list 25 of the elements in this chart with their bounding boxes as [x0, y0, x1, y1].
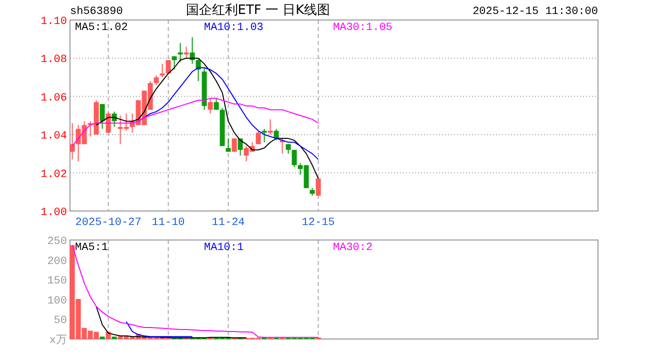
y-tick-label: 1.00 [40, 207, 67, 219]
y-tick-label: 100 [47, 295, 67, 308]
text: MA10:1 [204, 242, 244, 254]
text: sh563890 [70, 6, 123, 18]
x-tick-label: 2025-10-27 [75, 217, 142, 229]
y-tick-label: 50 [54, 315, 67, 328]
y-tick-label: 1.08 [40, 54, 67, 66]
y-tick-label: 250 [47, 236, 67, 248]
text: MA30:2 [333, 242, 373, 254]
x-tick-label: 11-10 [152, 217, 185, 229]
x-tick-label: 11-24 [212, 217, 246, 229]
y-tick-label: 1.10 [40, 16, 67, 28]
y-tick-label: 150 [47, 276, 67, 288]
text: MA5:1.02 [75, 22, 128, 34]
text: MA30:1.05 [333, 22, 392, 34]
y-tick-label: x万 [49, 334, 67, 347]
text: MA10:1.03 [204, 22, 264, 34]
text: MA5:1 [75, 242, 108, 254]
y-tick-label: 1.04 [40, 130, 68, 143]
chart-title: 国企红利ETF 一 日K线图 [186, 3, 330, 18]
x-tick-label: 12-15 [302, 217, 335, 229]
text: 2025-12-15 11:30:00 [472, 6, 598, 18]
y-tick-label: 1.02 [40, 168, 67, 181]
y-tick-label: 200 [47, 256, 67, 268]
y-tick-label: 1.06 [40, 92, 67, 104]
